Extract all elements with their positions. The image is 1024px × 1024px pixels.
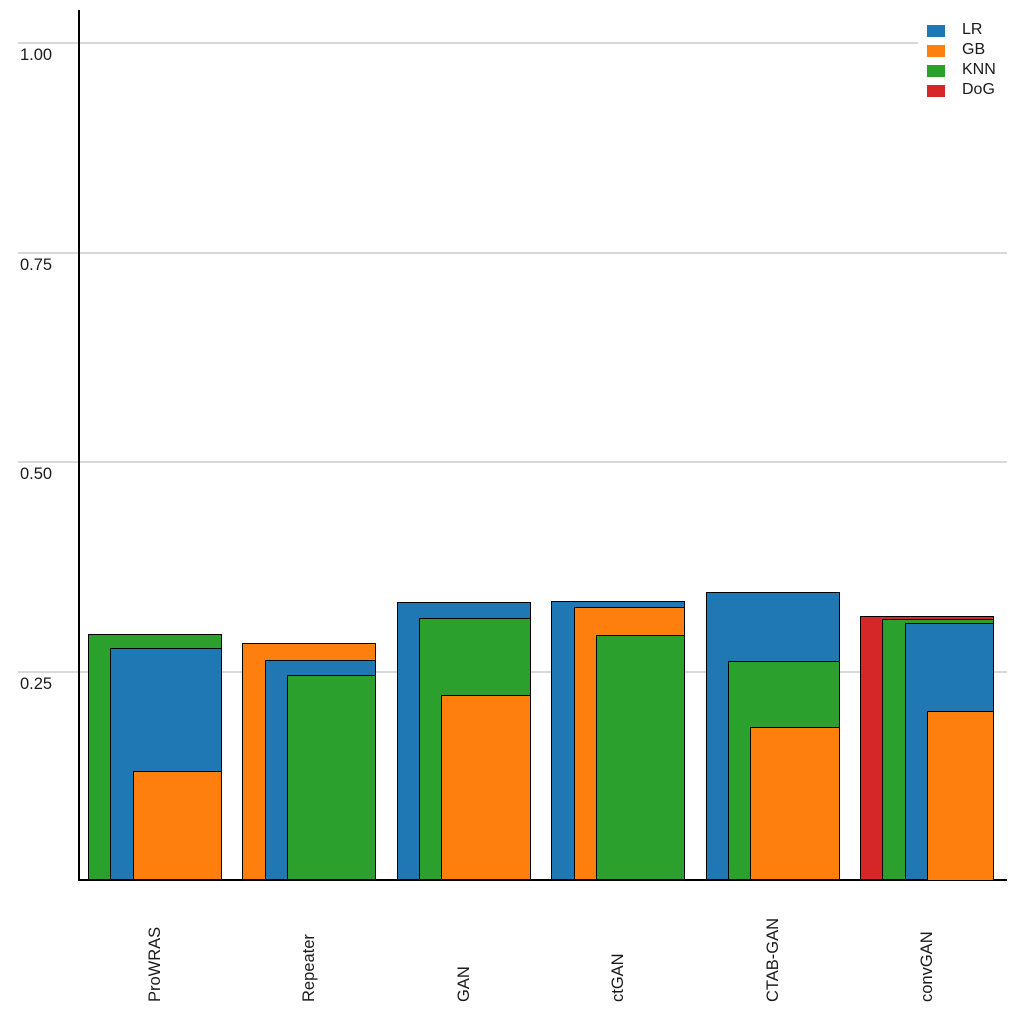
y-axis-line xyxy=(78,10,80,881)
x-category-label-ProWRAS: ProWRAS xyxy=(146,926,164,1002)
bar-Repeater-KNN xyxy=(287,674,377,881)
y-tick-label: 1.00 xyxy=(20,46,53,64)
x-axis-line xyxy=(78,879,1007,881)
gridline-1.00 xyxy=(18,42,1007,44)
gridline-0.50 xyxy=(18,461,1007,463)
bar-GAN-GB xyxy=(441,694,531,881)
x-category-label-ctGAN: ctGAN xyxy=(609,953,628,1002)
gridline-0.75 xyxy=(18,251,1007,254)
x-category-label-GAN: GAN xyxy=(454,966,473,1002)
legend-swatch-icon xyxy=(927,85,945,97)
legend-label: LR xyxy=(962,21,983,38)
x-category-label-convGAN: convGAN xyxy=(918,931,936,1002)
bar-ProWRAS-GB xyxy=(132,771,222,881)
y-tick-label: 0.75 xyxy=(20,255,53,274)
bar-CTAB-GAN-GB xyxy=(750,726,840,881)
x-category-label-Repeater: Repeater xyxy=(300,934,319,1002)
x-category-label-CTAB-GAN: CTAB-GAN xyxy=(763,917,782,1002)
legend-swatch-icon xyxy=(927,25,945,37)
y-tick-label: 0.50 xyxy=(20,465,53,483)
legend-swatch-icon xyxy=(927,45,945,57)
y-tick-label: 0.25 xyxy=(20,674,53,693)
legend-label: GB xyxy=(962,41,986,58)
bar-ctGAN-KNN xyxy=(595,634,686,881)
legend: LR GB KNN DoG xyxy=(918,12,1024,104)
legend-label: KNN xyxy=(962,61,996,78)
legend-swatch-icon xyxy=(927,65,945,77)
legend-label: DoG xyxy=(962,81,995,98)
bar-convGAN-GB xyxy=(926,710,994,881)
